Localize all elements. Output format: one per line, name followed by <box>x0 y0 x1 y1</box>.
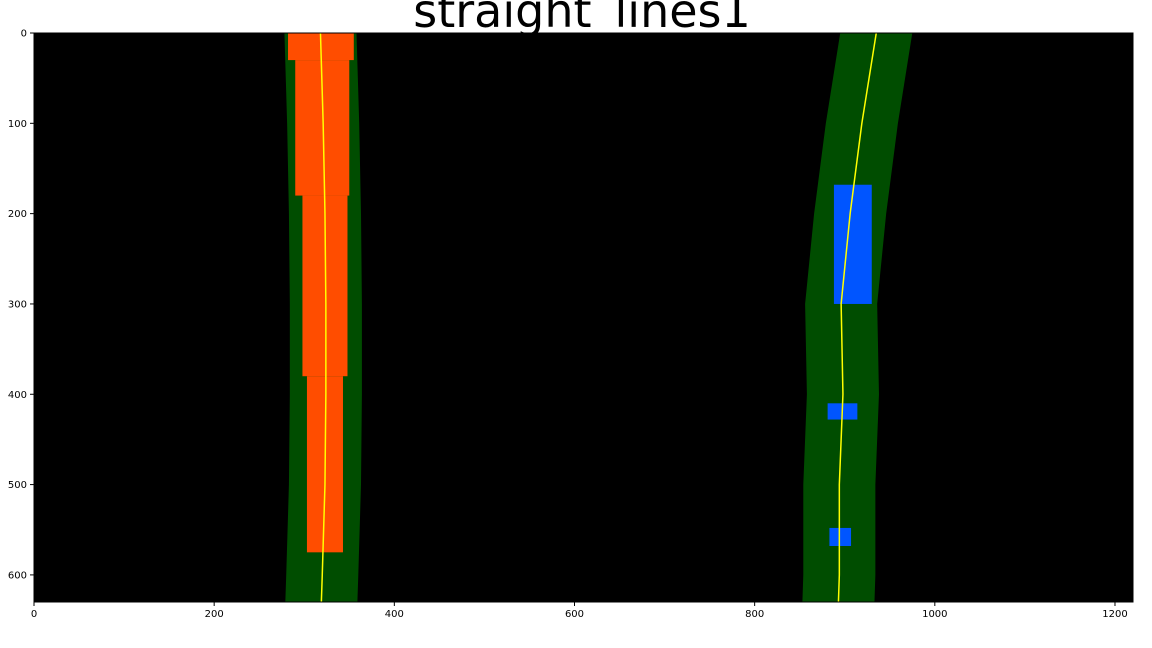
y-tick-label: 500 <box>8 480 27 491</box>
x-tick-label: 400 <box>385 609 404 620</box>
x-tick-label: 600 <box>565 609 584 620</box>
x-tick-label: 0 <box>31 609 37 620</box>
x-axis: 0 200 400 600 800 1000 1200 <box>31 602 1128 620</box>
right-search-window <box>802 33 913 602</box>
x-tick-label: 1200 <box>1102 609 1127 620</box>
x-tick-label: 800 <box>745 609 764 620</box>
x-tick-label: 1000 <box>922 609 947 620</box>
image-background <box>34 33 1133 602</box>
chart-title: straight_lines1 <box>413 0 751 38</box>
left-fit-line <box>319 32 327 603</box>
right-fit-line <box>837 32 878 603</box>
y-tick-label: 600 <box>8 570 27 581</box>
right-lane-pixels-2 <box>829 527 852 547</box>
y-tick-label: 200 <box>8 209 27 220</box>
plot-frame <box>33 32 1134 603</box>
x-tick-label: 200 <box>205 609 224 620</box>
y-tick-label: 0 <box>21 29 27 40</box>
y-tick-label: 100 <box>8 119 27 130</box>
y-tick-label: 400 <box>8 390 27 401</box>
plot-area <box>34 32 1133 603</box>
y-axis: 0 100 200 300 400 500 600 <box>8 29 34 581</box>
right-lane-pixels-0 <box>833 184 872 304</box>
fit-lines <box>319 32 878 603</box>
y-tick-label: 300 <box>8 299 27 310</box>
